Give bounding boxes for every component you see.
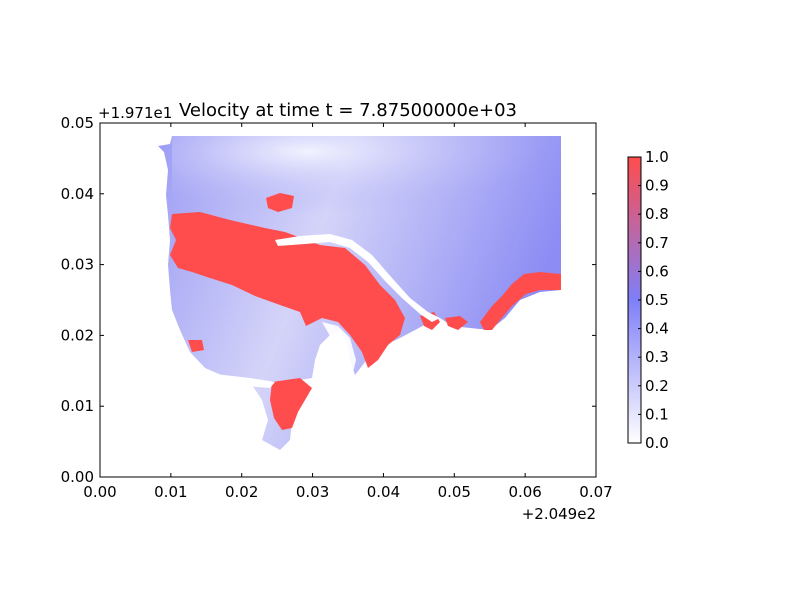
x-tick-label: 0.00 (83, 483, 116, 501)
colorbar-tick-label: 0.2 (645, 377, 669, 395)
low-velocity-bay-lobe (322, 322, 356, 376)
low-velocity-levee (275, 234, 440, 322)
colorbar-tick-label: 0.8 (645, 205, 669, 223)
high-velocity-patch-east-small (445, 316, 468, 330)
x-tick-label: 0.02 (225, 483, 258, 501)
y-tick-label: 0.04 (61, 185, 94, 203)
high-velocity-main (170, 212, 405, 368)
x-tick-label: 0.04 (367, 483, 400, 501)
colorbar-ticks: 0.0 0.1 0.2 0.3 0.4 0.5 0.6 0.7 0.8 0.9 1.0 (638, 148, 669, 452)
x-axis-ticks: 0.00 0.01 0.02 0.03 0.04 0.05 0.06 0.07 (83, 123, 613, 501)
colorbar-tick-label: 0.5 (645, 291, 669, 309)
colorbar-tick-label: 0.3 (645, 348, 669, 366)
y-tick-label: 0.01 (61, 397, 94, 415)
x-tick-label: 0.03 (296, 483, 329, 501)
colorbar-tick-label: 0.4 (645, 320, 669, 338)
x-offset-label: +2.049e2 (522, 505, 596, 523)
y-tick-label: 0.05 (61, 114, 94, 132)
x-tick-label: 0.07 (579, 483, 612, 501)
colorbar-tick-label: 0.7 (645, 234, 669, 252)
y-axis-ticks: 0.00 0.01 0.02 0.03 0.04 0.05 (61, 114, 596, 486)
high-velocity-patch-south (270, 378, 312, 430)
y-tick-label: 0.00 (61, 468, 94, 486)
domain-fade (172, 136, 561, 240)
x-tick-label: 0.01 (154, 483, 187, 501)
plot-area (158, 136, 561, 450)
high-velocity-patch-north (266, 193, 294, 212)
y-offset-label: +1.971e1 (98, 104, 172, 122)
colorbar-tick-label: 0.6 (645, 262, 669, 280)
high-velocity-channel-east (480, 272, 561, 330)
y-tick-label: 0.03 (61, 256, 94, 274)
x-tick-label: 0.06 (508, 483, 541, 501)
colorbar-tick-label: 0.1 (645, 405, 669, 423)
colorbar-tick-label: 0.9 (645, 177, 669, 195)
low-velocity-shore-south (215, 374, 275, 388)
colorbar: 0.0 0.1 0.2 0.3 0.4 0.5 0.6 0.7 0.8 0.9 1.0 (627, 148, 669, 452)
axes-frame (99, 122, 597, 478)
x-tick-label: 0.05 (438, 483, 471, 501)
low-velocity-features (215, 234, 440, 388)
high-velocity-patch-west (188, 340, 204, 352)
chart-title: Velocity at time t = 7.87500000e+03 (179, 100, 517, 121)
colorbar-tick-label: 0.0 (645, 434, 669, 452)
y-tick-label: 0.02 (61, 326, 94, 344)
high-velocity-zones (170, 193, 561, 430)
colorbar-tick-label: 1.0 (645, 148, 669, 166)
